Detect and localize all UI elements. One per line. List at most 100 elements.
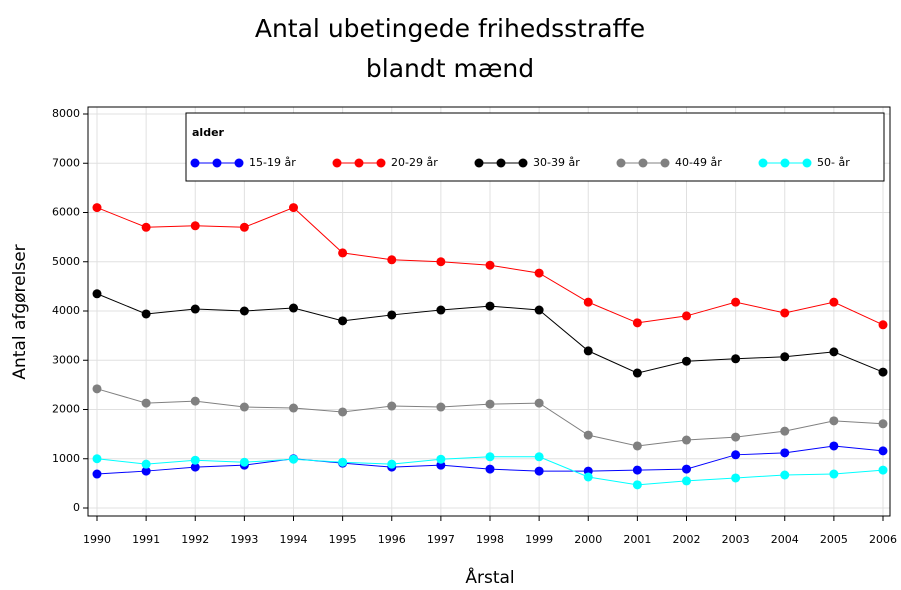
y-tick-label: 6000 [52, 206, 80, 219]
legend-marker [376, 158, 386, 168]
legend-marker [474, 158, 484, 168]
data-point [387, 401, 397, 411]
data-point [632, 465, 642, 475]
x-tick-label: 1990 [83, 533, 111, 546]
data-point [583, 472, 593, 482]
y-axis-label: Antal afgørelser [10, 244, 30, 379]
data-point [682, 356, 691, 366]
data-point [141, 459, 151, 469]
data-point [289, 403, 298, 413]
legend-marker [616, 158, 626, 168]
legend-marker [518, 158, 528, 168]
data-point [190, 396, 200, 406]
data-point [338, 248, 348, 258]
data-point [239, 457, 249, 467]
data-point [92, 469, 102, 479]
plot-frame [87, 106, 891, 517]
legend-label: 30-39 år [533, 156, 580, 169]
legend-marker [660, 158, 670, 168]
data-point [829, 297, 839, 307]
legend-marker [190, 158, 200, 168]
legend-title: alder [192, 126, 225, 139]
data-point [534, 466, 544, 476]
data-point [780, 308, 790, 318]
chart-title: Antal ubetingede frihedsstraffe [255, 14, 645, 43]
data-point [682, 435, 691, 445]
data-point [436, 454, 446, 464]
x-tick-label: 2004 [771, 533, 799, 546]
data-point [632, 318, 642, 328]
legend-marker [212, 158, 222, 168]
y-tick-label: 0 [73, 501, 80, 514]
x-tick-label: 1999 [525, 533, 553, 546]
data-point [387, 310, 397, 320]
data-point [583, 430, 593, 440]
data-point [92, 289, 102, 299]
y-tick-label: 5000 [52, 255, 80, 268]
x-tick-label: 1994 [280, 533, 308, 546]
data-point [436, 402, 446, 412]
data-point [780, 470, 790, 480]
data-point [780, 352, 790, 362]
data-point [731, 450, 741, 460]
data-point [436, 257, 446, 267]
data-point [141, 466, 151, 476]
legend-marker [758, 158, 768, 168]
y-tick-label: 2000 [52, 403, 80, 416]
data-point [632, 480, 642, 490]
x-tick-label: 1995 [329, 533, 357, 546]
legend-frame [185, 112, 885, 182]
legend-label: 50- år [817, 156, 850, 169]
y-tick-label: 3000 [52, 353, 80, 366]
data-point [141, 222, 151, 232]
data-point [780, 448, 790, 458]
data-point [682, 464, 691, 474]
data-point [878, 419, 888, 429]
chart-title: blandt mænd [366, 54, 534, 83]
data-point [190, 462, 200, 472]
data-point [387, 459, 397, 469]
y-tick-label: 7000 [52, 156, 80, 169]
x-tick-label: 2000 [574, 533, 602, 546]
legend-label: 20-29 år [391, 156, 438, 169]
data-point [731, 297, 741, 307]
x-tick-label: 1997 [427, 533, 455, 546]
data-point [682, 476, 691, 486]
y-tick-label: 4000 [52, 304, 80, 317]
x-tick-label: 2003 [722, 533, 750, 546]
legend-marker [780, 158, 790, 168]
legend-marker [234, 158, 244, 168]
data-point [190, 455, 200, 465]
data-point [731, 432, 741, 442]
data-point [632, 368, 642, 378]
legend-marker [638, 158, 648, 168]
x-axis-label: Årstal [465, 566, 514, 588]
data-point [141, 398, 151, 408]
data-point [878, 367, 888, 377]
legend-marker [802, 158, 812, 168]
data-point [387, 255, 397, 265]
y-tick-label: 8000 [52, 107, 80, 120]
x-tick-label: 1992 [181, 533, 209, 546]
data-point [485, 301, 495, 311]
legend: alder 15-19 år 20-29 år 30-39 år 40-49 år 50-… [185, 112, 885, 182]
data-point [534, 452, 544, 462]
x-tick-label: 2002 [673, 533, 701, 546]
data-point [878, 320, 888, 330]
data-point [92, 384, 102, 394]
x-tick-label: 2005 [820, 533, 848, 546]
data-point [239, 222, 249, 232]
data-point [338, 457, 348, 467]
data-point [92, 454, 102, 464]
data-point [485, 464, 495, 474]
legend-label: 40-49 år [675, 156, 722, 169]
data-point [829, 441, 839, 451]
data-point [436, 305, 446, 315]
data-point [583, 297, 593, 307]
data-point [239, 306, 249, 316]
x-tick-label: 2006 [869, 533, 897, 546]
data-point [485, 260, 495, 270]
data-point [583, 346, 593, 356]
data-point [780, 426, 790, 436]
